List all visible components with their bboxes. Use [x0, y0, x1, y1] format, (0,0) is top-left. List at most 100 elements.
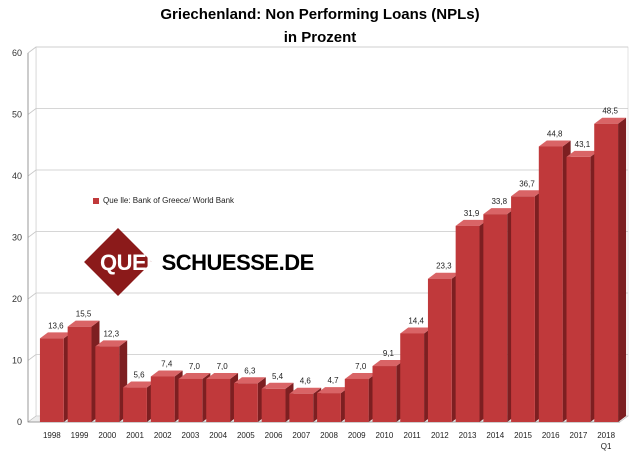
data-label: 15,5: [76, 310, 92, 319]
x-tick-label: 2018: [597, 431, 615, 440]
gridline-side: [27, 108, 37, 115]
data-label: 13,6: [48, 321, 64, 330]
bar-top: [233, 377, 266, 384]
bar: [123, 387, 147, 422]
bar: [317, 393, 341, 422]
bar: [455, 225, 480, 422]
bar-top: [178, 372, 211, 379]
bar-top: [538, 140, 571, 147]
data-label: 14,4: [408, 316, 424, 325]
y-tick-label: 60: [12, 48, 22, 58]
bar-top: [566, 150, 599, 157]
bar-top: [123, 381, 155, 388]
bar-top: [95, 340, 128, 347]
bar-top: [400, 327, 433, 334]
y-tick-label: 30: [12, 233, 22, 243]
x-tick-label: 2013: [459, 431, 477, 440]
bar: [261, 388, 286, 422]
bar: [344, 378, 369, 422]
bar-top: [344, 372, 377, 379]
bar-top: [372, 360, 405, 367]
x-tick-label: 2009: [348, 431, 366, 440]
bar-top: [206, 372, 239, 379]
bar-side: [618, 117, 627, 422]
watermark-part2: SCHUESSE.DE: [161, 250, 315, 275]
bar-top: [511, 190, 543, 197]
bar: [95, 346, 120, 422]
data-label: 31,9: [464, 209, 480, 218]
gridline-side: [27, 354, 37, 361]
x-tick-label: 1998: [43, 431, 61, 440]
bar-top: [261, 382, 294, 389]
bar-top: [455, 219, 488, 226]
x-tick-label: 2001: [126, 431, 144, 440]
bar-top: [289, 387, 322, 394]
bar: [566, 156, 591, 422]
bar: [233, 383, 258, 422]
bar: [511, 196, 535, 422]
chart-title: Griechenland: Non Performing Loans (NPLs…: [160, 6, 480, 23]
bar-top: [67, 320, 100, 327]
x-tick-label: 2010: [376, 431, 394, 440]
x-tick-label: 2014: [486, 431, 504, 440]
gridline-side: [27, 46, 37, 54]
bar: [39, 338, 64, 422]
gridline-side: [27, 169, 37, 177]
bar: [538, 146, 563, 423]
watermark-part1: QUER: [100, 250, 162, 275]
x-tick-label: 2017: [570, 431, 588, 440]
x-tick-label: 2005: [237, 431, 255, 440]
x-tick-label: 2011: [404, 431, 422, 440]
data-label: 4,7: [327, 376, 339, 385]
bar: [427, 278, 452, 422]
bar-top: [483, 208, 516, 215]
bar-top: [427, 272, 460, 279]
data-label: 33,8: [491, 197, 507, 206]
y-tick-label: 20: [12, 294, 22, 304]
data-label: 7,0: [355, 362, 367, 371]
data-label: 44,8: [547, 129, 563, 138]
data-label: 7,0: [217, 362, 229, 371]
y-tick-label: 50: [12, 110, 22, 120]
x-tick-label: 2012: [431, 431, 449, 440]
x-tick-label: 2006: [265, 431, 283, 440]
data-label: 5,4: [272, 372, 284, 381]
data-label: 5,6: [133, 371, 145, 380]
bars: [39, 117, 627, 423]
bar: [594, 123, 619, 422]
y-tick-label: 40: [12, 171, 22, 181]
bar: [150, 376, 175, 422]
data-label: 7,4: [161, 359, 173, 368]
legend-label: Que lle: Bank of Greece/ World Bank: [103, 196, 235, 205]
bar: [400, 333, 425, 422]
bar: [289, 393, 314, 422]
data-label: 9,1: [383, 349, 395, 358]
legend-swatch: [93, 197, 99, 204]
data-label: 23,3: [436, 262, 452, 271]
x-tick-sublabel: Q1: [601, 442, 612, 451]
watermark-text: QUERSCHUESSE.DE: [100, 250, 314, 276]
x-tick-label: 2015: [514, 431, 532, 440]
bar: [206, 378, 231, 422]
x-tick-label: 2016: [542, 431, 560, 440]
data-label: 7,0: [189, 362, 201, 371]
x-tick-label: 2008: [320, 431, 338, 440]
data-label: 4,6: [300, 377, 312, 386]
data-label: 48,5: [602, 107, 618, 116]
legend: Que lle: Bank of Greece/ World Bank: [93, 196, 234, 205]
x-tick-label: 2003: [182, 431, 200, 440]
gridline-side: [27, 292, 37, 300]
x-tick-label: 2004: [209, 431, 227, 440]
y-tick-label: 10: [12, 356, 22, 366]
bar: [67, 326, 92, 422]
y-tick-label: 0: [17, 417, 22, 427]
bar-top: [150, 370, 183, 377]
bar-top: [594, 117, 627, 124]
chart-subtitle: in Prozent: [283, 29, 357, 46]
bar: [372, 366, 397, 422]
data-label: 6,3: [244, 366, 256, 375]
data-label: 12,3: [103, 329, 119, 338]
data-label: 43,1: [575, 140, 591, 149]
